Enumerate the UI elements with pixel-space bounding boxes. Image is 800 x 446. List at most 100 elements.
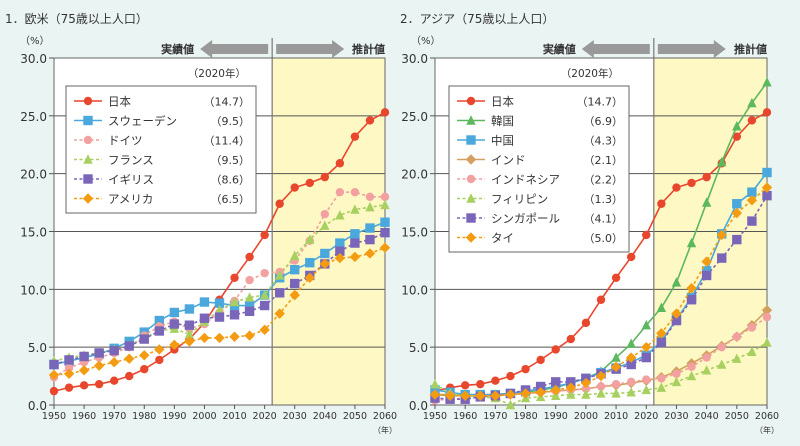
legend-label: スウェーデン bbox=[108, 114, 177, 128]
data-point bbox=[335, 187, 345, 197]
y-tick-label: 15.0 bbox=[20, 226, 47, 240]
data-point bbox=[641, 352, 651, 363]
data-point bbox=[747, 116, 757, 125]
plot-border bbox=[434, 57, 768, 406]
data-point bbox=[335, 159, 345, 168]
arrow-left-icon bbox=[581, 40, 650, 58]
data-point bbox=[184, 304, 195, 314]
legend-marker bbox=[466, 213, 476, 223]
data-point bbox=[290, 264, 300, 275]
data-point bbox=[747, 187, 757, 197]
x-tick-label: 2060 bbox=[373, 411, 397, 422]
data-point bbox=[109, 345, 119, 356]
data-point bbox=[259, 289, 270, 300]
series-タイ bbox=[429, 182, 773, 401]
data-point bbox=[611, 273, 621, 282]
data-point bbox=[717, 253, 727, 263]
x-tick-label: 2040 bbox=[313, 411, 337, 422]
data-point bbox=[154, 344, 165, 355]
legend-marker bbox=[466, 115, 476, 125]
data-point bbox=[229, 310, 240, 320]
data-point bbox=[290, 250, 300, 260]
data-point bbox=[761, 182, 773, 193]
data-point bbox=[380, 199, 390, 210]
data-point bbox=[245, 252, 254, 262]
data-point bbox=[124, 353, 135, 364]
data-point bbox=[610, 361, 622, 373]
data-point bbox=[335, 246, 345, 256]
x-tick-label: 2010 bbox=[604, 411, 628, 422]
x-tick-label: 1990 bbox=[544, 411, 568, 422]
legend-item: インド （2.1） bbox=[457, 153, 623, 167]
data-point bbox=[762, 190, 772, 201]
data-point bbox=[566, 389, 576, 399]
legend-item: イギリス （8.6） bbox=[74, 173, 250, 187]
legend-item: インドネシア （2.2） bbox=[457, 173, 623, 187]
data-point bbox=[155, 355, 164, 365]
legend-item: スウェーデン （9.5） bbox=[74, 114, 250, 128]
data-point bbox=[350, 229, 360, 239]
data-point bbox=[626, 359, 636, 370]
data-point bbox=[747, 216, 757, 226]
y-tick-label: 30.0 bbox=[401, 52, 428, 66]
data-point bbox=[762, 167, 772, 178]
chart-1: 1．欧米（75歳以上人口） 0.0 5.0 10.0 15.0 20.0 25.0 30.0 （… bbox=[5, 12, 397, 435]
legend-marker bbox=[83, 154, 93, 164]
data-point bbox=[701, 256, 712, 267]
data-point bbox=[762, 108, 772, 117]
data-point bbox=[379, 242, 391, 253]
x-tick-label: 1950 bbox=[423, 411, 447, 422]
data-point bbox=[244, 330, 255, 341]
data-point bbox=[580, 377, 592, 389]
series-イギリス bbox=[49, 227, 390, 370]
legend-item: 韓国 （6.9） bbox=[457, 114, 623, 128]
data-point bbox=[199, 297, 210, 307]
data-point bbox=[78, 365, 90, 376]
data-point bbox=[260, 268, 269, 278]
x-tick-label: 2060 bbox=[755, 411, 779, 422]
data-point bbox=[702, 172, 711, 182]
data-point bbox=[274, 288, 285, 298]
legend-marker bbox=[466, 135, 476, 145]
data-point bbox=[320, 220, 330, 230]
legend-value: （2.1） bbox=[584, 154, 624, 167]
series-line bbox=[53, 231, 386, 366]
data-point bbox=[334, 252, 346, 264]
data-point bbox=[732, 332, 742, 341]
data-point bbox=[657, 199, 666, 208]
data-point bbox=[686, 295, 697, 305]
x-axis-unit: （年） bbox=[755, 425, 779, 435]
data-point bbox=[125, 371, 134, 381]
legend-marker bbox=[83, 174, 93, 184]
data-point bbox=[380, 217, 390, 227]
data-point bbox=[671, 308, 682, 319]
legend-box bbox=[448, 85, 630, 253]
data-point bbox=[626, 377, 636, 387]
legend-marker bbox=[466, 96, 476, 106]
data-point bbox=[139, 350, 150, 361]
data-point bbox=[365, 202, 375, 212]
series-line bbox=[53, 246, 386, 376]
data-point bbox=[108, 357, 120, 368]
data-point bbox=[732, 234, 742, 245]
legend-marker bbox=[83, 135, 93, 145]
data-point bbox=[535, 381, 546, 392]
data-point bbox=[214, 304, 225, 315]
legend-label: フィリピン bbox=[491, 192, 548, 206]
legend: 日本 （14.7） スウェーデン （9.5） ドイツ （11.4） フランス （9.5） イギリ… bbox=[65, 85, 257, 214]
x-tick-label: 2020 bbox=[253, 411, 277, 422]
y-tick-label: 0.0 bbox=[28, 399, 47, 413]
data-point bbox=[320, 248, 330, 259]
data-point bbox=[305, 258, 315, 268]
data-point bbox=[460, 381, 470, 390]
x-tick-label: 1960 bbox=[453, 411, 477, 422]
data-point bbox=[244, 306, 255, 317]
x-tick-label: 1970 bbox=[483, 411, 507, 422]
legend-item: フィリピン （1.3） bbox=[457, 192, 623, 206]
data-point bbox=[536, 355, 545, 365]
data-point bbox=[566, 334, 576, 344]
data-point bbox=[506, 371, 515, 381]
data-point bbox=[747, 97, 757, 108]
data-point bbox=[94, 348, 104, 358]
legend-label: フランス bbox=[108, 153, 154, 167]
